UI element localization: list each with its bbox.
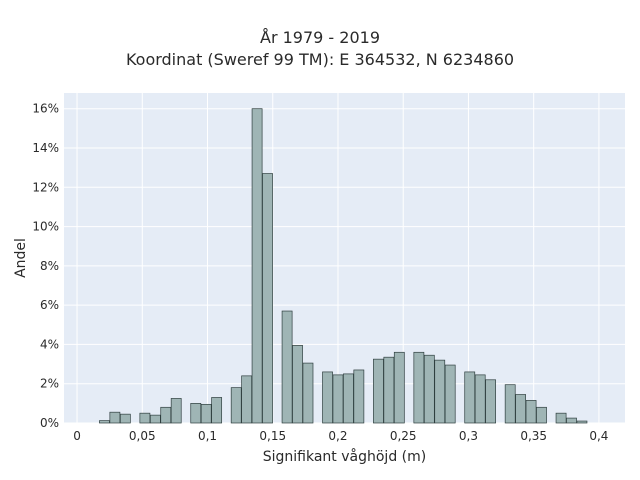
histogram-bar bbox=[353, 369, 365, 424]
y-tick-label: 2% bbox=[40, 377, 59, 391]
histogram-bar bbox=[302, 362, 314, 424]
histogram-bar bbox=[230, 387, 242, 424]
histogram-bar bbox=[262, 173, 273, 424]
histogram-bar bbox=[373, 358, 384, 424]
histogram-bar bbox=[566, 417, 577, 424]
histogram-bar bbox=[109, 411, 121, 424]
histogram-bar bbox=[343, 373, 354, 424]
histogram-bar bbox=[464, 371, 476, 424]
histogram-bar bbox=[525, 400, 537, 424]
histogram-bar bbox=[423, 354, 435, 424]
histogram-bars bbox=[99, 108, 588, 424]
histogram-bar bbox=[139, 412, 151, 424]
histogram-bar bbox=[536, 406, 547, 424]
y-axis-label: Andel bbox=[13, 238, 29, 278]
x-tick-label: 0,1 bbox=[198, 429, 217, 443]
x-axis-ticks: 0 0,05 0,1 0,15 0,2 0,25 0,3 0,35 0,4 bbox=[73, 429, 608, 443]
histogram-bar bbox=[251, 108, 263, 424]
x-tick-label: 0,25 bbox=[390, 429, 417, 443]
y-tick-label: 16% bbox=[32, 102, 59, 116]
histogram-bar bbox=[160, 406, 172, 424]
y-tick-label: 12% bbox=[32, 180, 59, 194]
plot-area bbox=[64, 93, 625, 423]
x-tick-label: 0,2 bbox=[328, 429, 347, 443]
histogram-bar bbox=[555, 412, 567, 424]
histogram-bar bbox=[119, 413, 131, 424]
histogram-bar bbox=[170, 398, 182, 424]
histogram-bar bbox=[241, 375, 253, 424]
histogram-bar bbox=[190, 403, 202, 424]
histogram-bar bbox=[393, 351, 405, 424]
x-axis-label: Signifikant våghöjd (m) bbox=[263, 448, 426, 465]
histogram-bar bbox=[515, 394, 527, 424]
x-tick-label: 0,35 bbox=[520, 429, 547, 443]
chart-title: År 1979 - 2019 bbox=[260, 28, 380, 47]
histogram-bar bbox=[211, 397, 223, 424]
y-tick-label: 0% bbox=[40, 416, 59, 430]
y-tick-label: 8% bbox=[40, 259, 59, 273]
histogram-bar bbox=[281, 310, 293, 424]
chart-subtitle: Koordinat (Sweref 99 TM): E 364532, N 62… bbox=[125, 50, 515, 69]
histogram-bar bbox=[474, 374, 486, 424]
y-axis-ticks: 0% 2% 4% 6% 8% 10% 12% 14% 16% bbox=[32, 102, 59, 430]
x-tick-label: 0,4 bbox=[589, 429, 608, 443]
y-tick-label: 6% bbox=[40, 298, 59, 312]
histogram-bar bbox=[292, 345, 303, 424]
x-tick-label: 0,3 bbox=[459, 429, 478, 443]
histogram-bar bbox=[413, 351, 425, 424]
histogram-bar bbox=[434, 359, 446, 424]
histogram-bar bbox=[485, 379, 496, 424]
x-tick-label: 0 bbox=[73, 429, 81, 443]
histogram-bar bbox=[576, 420, 588, 424]
x-tick-label: 0,05 bbox=[129, 429, 156, 443]
x-tick-label: 0,15 bbox=[259, 429, 286, 443]
histogram-bar bbox=[200, 403, 212, 424]
histogram-bar bbox=[149, 414, 161, 424]
histogram-bar bbox=[504, 384, 516, 424]
histogram-bar bbox=[322, 371, 333, 424]
histogram-bar bbox=[383, 356, 395, 424]
y-tick-label: 4% bbox=[40, 337, 59, 351]
y-tick-label: 14% bbox=[32, 141, 59, 155]
histogram-bar bbox=[332, 374, 344, 424]
histogram-bar bbox=[99, 420, 110, 424]
y-tick-label: 10% bbox=[32, 220, 59, 234]
histogram-bar bbox=[444, 364, 456, 424]
